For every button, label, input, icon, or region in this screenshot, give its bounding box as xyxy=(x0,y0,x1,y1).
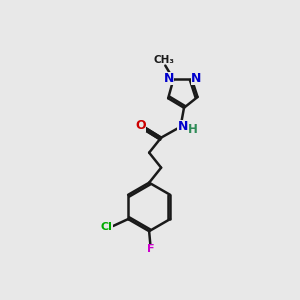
Text: N: N xyxy=(177,120,188,133)
Text: N: N xyxy=(164,72,174,85)
Text: CH₃: CH₃ xyxy=(154,55,175,65)
Text: F: F xyxy=(146,244,154,254)
Text: O: O xyxy=(135,119,146,132)
Text: N: N xyxy=(191,72,201,85)
Text: Cl: Cl xyxy=(101,222,112,232)
Text: H: H xyxy=(188,123,198,136)
